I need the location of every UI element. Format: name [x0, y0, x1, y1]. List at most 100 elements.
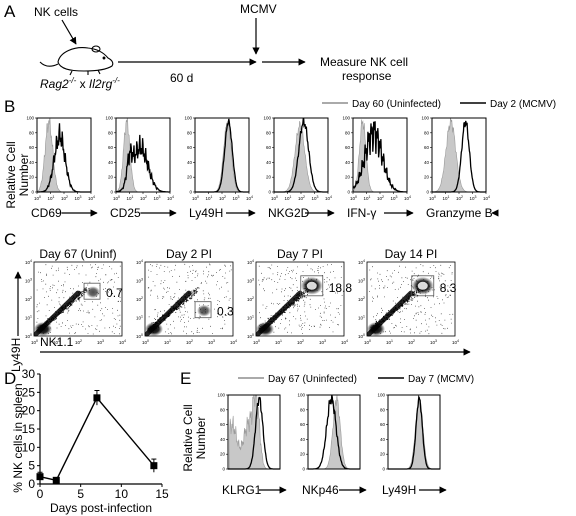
c-xtick-label: 102: [75, 339, 82, 345]
b-ytick-label: 100: [26, 116, 34, 121]
c-plot-ly49h-pop-1: [197, 304, 212, 317]
e-hist-gray-2: [388, 396, 440, 470]
b-ytick-label: 60: [266, 145, 272, 150]
panel-b-label: B: [4, 97, 15, 116]
e-ytick-label: 80: [300, 407, 306, 412]
c-plot-gate-value-2: 18.8: [329, 281, 353, 295]
b-ytick-label: 60: [424, 145, 430, 150]
e-ytick-label: 40: [380, 437, 386, 442]
b-ytick-label: 0: [268, 190, 271, 195]
b-ytick-label: 0: [347, 190, 350, 195]
d-xlabel: Days post-infection: [50, 501, 152, 515]
measure-label-1: Measure NK cell: [320, 55, 408, 69]
b-ytick-label: 20: [108, 175, 114, 180]
b-xtick-label: 101: [285, 195, 292, 201]
e-ytick-label: 20: [380, 452, 386, 457]
c-ytick-label: 102: [25, 296, 32, 302]
b-ytick-label: 40: [345, 160, 351, 165]
b-xtick-label: 102: [456, 195, 463, 201]
c-plot-cluster-low-2: [256, 322, 274, 336]
panel-c: C Ly49H NK1.1 Day 67 (Uninf)0.7100100101…: [4, 230, 471, 372]
c-plot-pop-core-3: [417, 281, 428, 290]
nk-transfer-arrow: [61, 19, 77, 45]
e-ytick-label: 40: [220, 437, 226, 442]
e-hist-frame-1: [307, 394, 361, 470]
b-ytick-label: 80: [29, 130, 35, 135]
b-hist-gray-4: [352, 119, 407, 193]
b-xtick-label: 101: [48, 195, 55, 201]
b-xtick-label: 104: [404, 195, 411, 201]
b-xtick-label: 101: [127, 195, 134, 201]
c-plot-gate-3: [411, 275, 435, 297]
c-ytick-label: 103: [358, 278, 365, 284]
c-xtick-label: 102: [297, 339, 304, 345]
c-xtick-label: 104: [341, 339, 348, 345]
d-xtick-label: 10: [115, 487, 129, 501]
e-ytick-label: 60: [380, 422, 386, 427]
e-ytick-label: 100: [217, 393, 225, 398]
c-ytick-label: 102: [247, 296, 254, 302]
c-xtick-label: 100: [253, 339, 260, 345]
b-ytick-label: 0: [189, 190, 192, 195]
b-ylabel-2: Number: [17, 154, 31, 197]
c-dotplot-row: Day 67 (Uninf)0.710010010110110210210310…: [25, 247, 459, 345]
d-ytick-label: 25: [22, 385, 36, 399]
b-xtick-label: 104: [88, 195, 95, 201]
b-ytick-label: 20: [424, 175, 430, 180]
b-ytick-label: 20: [266, 175, 272, 180]
b-ytick-label: 60: [29, 145, 35, 150]
b-xtick-label: 102: [61, 195, 68, 201]
c-ytick-label: 104: [136, 259, 143, 265]
e-hist-frame-2: [387, 394, 441, 470]
b-ytick-label: 100: [263, 116, 271, 121]
c-plot-cluster-low-1: [145, 322, 163, 336]
c-ytick-label: 104: [247, 259, 254, 265]
c-plot-gate-0: [83, 282, 101, 300]
c-plot-ly49h-pop-0: [86, 286, 101, 299]
b-ytick-label: 20: [345, 175, 351, 180]
d-data-point: [52, 476, 60, 484]
c-ytick-label: 101: [358, 315, 365, 321]
b-ytick-label: 80: [108, 130, 114, 135]
c-xtick-label: 100: [364, 339, 371, 345]
e-ytick-label: 80: [220, 407, 226, 412]
c-plot-cluster-low-3: [367, 322, 385, 336]
e-hist-2: 100 80 60 40 20 0 Ly49H: [377, 393, 447, 497]
b-xtick-label: 102: [219, 195, 226, 201]
b-hist-gray-5: [431, 117, 486, 193]
b-ytick-label: 100: [342, 116, 350, 121]
wait-duration-label: 60 d: [170, 71, 193, 85]
c-xlabel: NK1.1: [40, 335, 74, 349]
c-xtick-label: 104: [230, 339, 237, 345]
c-plot-title-0: Day 67 (Uninf): [39, 247, 116, 261]
c-xtick-label: 104: [119, 339, 126, 345]
e-ytick-label: 100: [377, 393, 385, 398]
b-xtick-label: 102: [377, 195, 384, 201]
d-ylabel: % NK cells in spleen: [11, 383, 25, 492]
d-xtick-label: 15: [155, 487, 169, 501]
b-xtick-label: 104: [325, 195, 332, 201]
b-ytick-label: 80: [424, 130, 430, 135]
b-ytick-label: 100: [421, 116, 429, 121]
b-marker-label-4: IFN-γ: [347, 206, 376, 220]
b-hist-black-1: [116, 134, 170, 193]
d-ytick-label: 30: [22, 367, 36, 381]
e-ytick-label: 20: [220, 452, 226, 457]
b-xtick-label: 103: [75, 195, 82, 201]
e-hist-gray-0: [228, 394, 280, 470]
c-ytick-label: 104: [358, 259, 365, 265]
b-ytick-label: 60: [345, 145, 351, 150]
b-hist-gray-2: [195, 119, 249, 193]
c-xtick-label: 101: [53, 339, 60, 345]
b-ytick-label: 40: [424, 160, 430, 165]
mcmv-infection-label: MCMV: [240, 2, 277, 16]
c-plot-cluster-low-0: [34, 322, 52, 336]
panel-d-label: D: [4, 369, 16, 388]
